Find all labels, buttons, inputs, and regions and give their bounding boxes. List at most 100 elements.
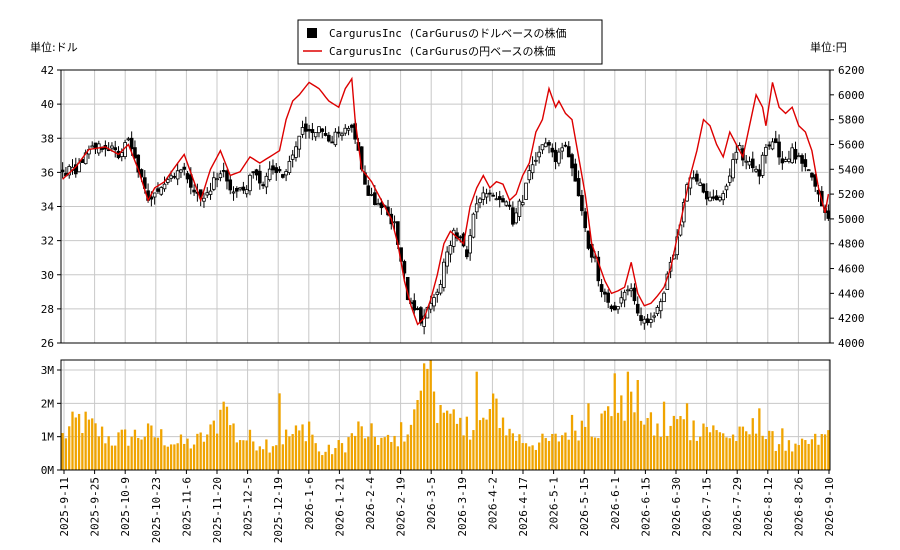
- volume-bar: [570, 414, 574, 470]
- candle-body: [442, 261, 446, 288]
- candle-body: [60, 169, 65, 173]
- candle-body: [218, 173, 223, 179]
- volume-bar: [383, 437, 386, 470]
- volume-bar: [314, 443, 317, 470]
- legend-marker-dollar: [307, 28, 317, 38]
- volume-bar: [186, 438, 189, 470]
- volume-bar: [626, 371, 630, 470]
- volume-bar: [462, 435, 465, 470]
- left-unit-label: 単位:ドル: [30, 40, 78, 54]
- volume-bar: [521, 443, 524, 470]
- candle-body: [333, 131, 338, 146]
- volume-bar: [344, 452, 347, 470]
- volume-bar: [298, 430, 301, 470]
- volume-bar: [110, 445, 114, 470]
- volume-bar: [307, 421, 311, 470]
- candle-body: [622, 291, 627, 301]
- volume-bar: [422, 363, 426, 470]
- candle-body: [596, 256, 601, 282]
- price-panel: [60, 69, 831, 470]
- candle-body: [543, 142, 548, 148]
- candle-body: [566, 146, 571, 158]
- volume-bar: [284, 429, 288, 470]
- volume-bar: [199, 432, 202, 470]
- right-unit-label: 単位:円: [810, 40, 847, 54]
- volume-bar: [327, 444, 330, 470]
- candle-body: [458, 236, 463, 239]
- x-tick-label: 2026-3-5: [425, 477, 438, 530]
- candle-body: [287, 160, 292, 174]
- right-tick-label: 5400: [838, 163, 865, 176]
- candle-body: [803, 159, 808, 168]
- volume-bar: [551, 433, 554, 470]
- candle-body: [300, 127, 305, 135]
- candle-body: [277, 168, 282, 172]
- volume-bar: [814, 433, 817, 470]
- candle-body: [152, 192, 157, 198]
- candle-body: [471, 213, 476, 238]
- volume-bar: [672, 415, 676, 470]
- candle-body: [695, 173, 699, 182]
- right-tick-label: 4600: [838, 263, 865, 276]
- volume-bar: [294, 425, 298, 470]
- candle-body: [133, 147, 137, 159]
- volume-bar: [666, 435, 669, 470]
- candle-body: [576, 178, 581, 197]
- candle-body: [806, 169, 811, 172]
- volume-bar: [252, 441, 255, 470]
- candle-body: [172, 175, 177, 178]
- volume-bar: [245, 440, 248, 470]
- candle-body: [580, 195, 584, 212]
- volume-bar: [304, 441, 307, 470]
- volume-bar: [396, 446, 399, 470]
- volume-bar: [580, 420, 584, 470]
- candle-body: [612, 305, 617, 311]
- left-tick-label: 34: [41, 201, 55, 214]
- volume-bar: [209, 424, 212, 470]
- volume-bar: [751, 418, 754, 470]
- candle-body: [524, 182, 528, 200]
- volume-bar: [827, 430, 830, 470]
- volume-bar: [179, 434, 183, 470]
- candle-body: [780, 158, 785, 164]
- volume-bar: [206, 434, 209, 470]
- candle-body: [241, 186, 246, 191]
- candle-body: [731, 159, 735, 179]
- candle-body: [67, 166, 72, 176]
- candle-body: [113, 147, 118, 151]
- candle-body: [175, 170, 180, 180]
- candle-body: [451, 229, 456, 247]
- candle-body: [126, 138, 131, 141]
- candle-body: [609, 305, 614, 310]
- volume-bar: [807, 443, 810, 470]
- volume-bar: [465, 416, 469, 470]
- volume-bar: [176, 443, 179, 470]
- volume-bar: [531, 445, 534, 470]
- volume-bar: [235, 442, 238, 470]
- volume-bar: [330, 454, 334, 470]
- right-tick-label: 4200: [838, 312, 865, 325]
- candle-body: [297, 135, 302, 150]
- volume-bar: [311, 434, 314, 470]
- right-tick-label: 4000: [838, 337, 865, 350]
- candle-body: [438, 284, 443, 294]
- volume-bar: [71, 411, 74, 470]
- volume-bar: [659, 436, 662, 470]
- volume-bar: [764, 439, 768, 470]
- volume-bar: [426, 368, 429, 470]
- volume-bar: [403, 441, 406, 470]
- candle-body: [267, 168, 272, 181]
- volume-bar: [189, 448, 192, 470]
- volume-bar: [347, 437, 350, 470]
- volume-bar: [771, 431, 774, 470]
- candle-body: [162, 183, 167, 190]
- candle-body: [481, 192, 486, 200]
- price-gridlines: [61, 70, 830, 343]
- candle-body: [373, 192, 377, 205]
- candle-body: [468, 235, 472, 254]
- volume-tick-label: 2M: [41, 397, 55, 410]
- volume-bar: [196, 433, 199, 470]
- volume-bar: [81, 432, 84, 470]
- volume-bar: [156, 437, 160, 470]
- candle-body: [205, 192, 210, 196]
